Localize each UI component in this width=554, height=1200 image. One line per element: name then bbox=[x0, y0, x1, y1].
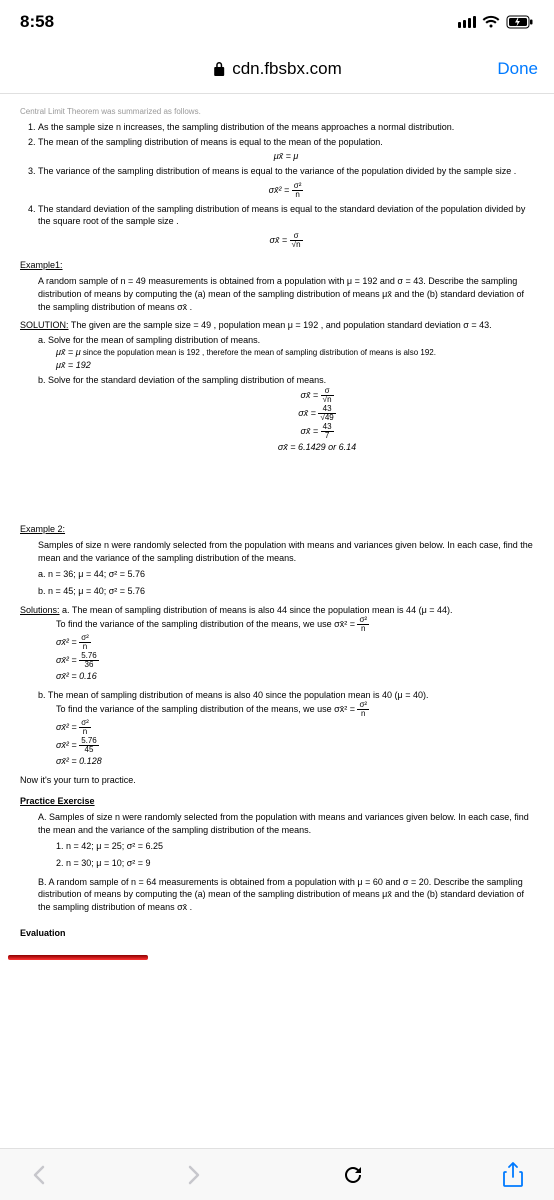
example2-desc: Samples of size n were randomly selected… bbox=[38, 539, 534, 564]
part-a: a. Solve for the mean of sampling distri… bbox=[38, 334, 534, 347]
formula: σx̄² = σ²n bbox=[38, 182, 534, 199]
practice-title: Practice Exercise bbox=[20, 795, 95, 808]
evaluation-title: Evaluation bbox=[20, 927, 534, 940]
battery-icon bbox=[506, 15, 534, 29]
wifi-icon bbox=[482, 15, 500, 29]
back-icon[interactable] bbox=[30, 1163, 48, 1187]
list-item: The variance of the sampling distributio… bbox=[38, 165, 534, 199]
solutions-label: Solutions: bbox=[20, 605, 60, 615]
faded-header: Central Limit Theorem was summarized as … bbox=[20, 106, 534, 117]
formula: σx̄ = σ√n bbox=[38, 232, 534, 249]
solution-label: SOLUTION: bbox=[20, 320, 69, 330]
lock-icon bbox=[212, 61, 226, 77]
forward-icon[interactable] bbox=[185, 1163, 203, 1187]
status-right bbox=[458, 15, 534, 29]
example1-desc: A random sample of n = 49 measurements i… bbox=[38, 275, 534, 313]
list-item: As the sample size n increases, the samp… bbox=[38, 121, 534, 134]
theorem-list: As the sample size n increases, the samp… bbox=[20, 121, 534, 249]
example1-title: Example1: bbox=[20, 259, 534, 272]
list-item: The mean of the sampling distribution of… bbox=[38, 136, 534, 163]
part-b: b. Solve for the standard deviation of t… bbox=[38, 374, 534, 387]
share-icon[interactable] bbox=[502, 1162, 524, 1188]
status-time: 8:58 bbox=[20, 12, 54, 32]
highlight-mark bbox=[8, 955, 148, 960]
signal-icon bbox=[458, 16, 476, 28]
formula: μx̄ = μ bbox=[38, 150, 534, 163]
practice-A: A. Samples of size n were randomly selec… bbox=[38, 811, 534, 836]
url-text: cdn.fbsbx.com bbox=[232, 59, 342, 79]
document-content: Central Limit Theorem was summarized as … bbox=[0, 94, 554, 952]
url-display[interactable]: cdn.fbsbx.com bbox=[212, 59, 342, 79]
bottom-toolbar bbox=[0, 1148, 554, 1200]
practice-prompt: Now it's your turn to practice. bbox=[20, 774, 534, 787]
refresh-icon[interactable] bbox=[341, 1163, 365, 1187]
example2-title: Example 2: bbox=[20, 523, 534, 536]
nav-bar: cdn.fbsbx.com Done bbox=[0, 44, 554, 94]
list-item: The standard deviation of the sampling d… bbox=[38, 203, 534, 249]
done-button[interactable]: Done bbox=[497, 59, 538, 79]
status-bar: 8:58 bbox=[0, 0, 554, 44]
practice-B: B. A random sample of n = 64 measurement… bbox=[38, 876, 534, 914]
